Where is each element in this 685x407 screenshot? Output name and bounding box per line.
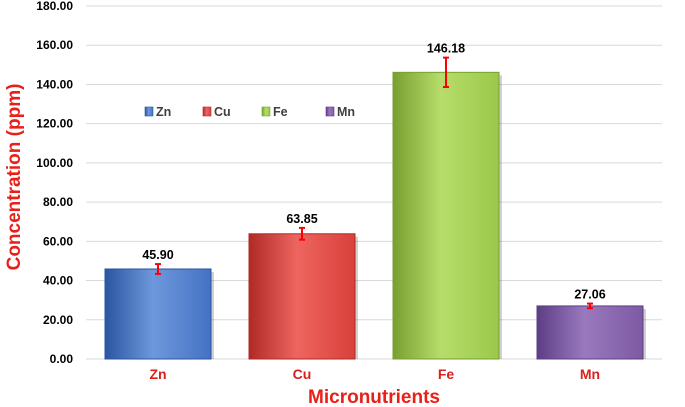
data-label: 146.18 [427,42,465,56]
data-label: 63.85 [286,212,317,226]
bars [104,71,646,360]
bar-zn [104,268,212,360]
data-label: 45.90 [142,248,173,262]
legend-label: Fe [273,105,288,119]
legend-label: Mn [337,105,355,119]
y-tick-label: 20.00 [43,313,73,327]
bar-mn [536,305,644,360]
legend-item-zn: Zn [144,105,171,119]
category-label: Zn [149,366,166,382]
x-axis-title: Micronutrients [308,387,440,407]
y-axis-title: Concentration (ppm) [4,84,25,271]
y-tick-label: 140.00 [36,77,73,91]
y-tick-label: 0.00 [50,352,74,366]
error-bar [299,226,305,241]
error-bar [155,263,161,275]
y-axis-tick-labels: 0.00 20.00 40.00 60.00 80.00 100.00 120.00 140.… [36,0,73,366]
data-labels: 45.90 63.85 146.18 27.06 [142,42,605,302]
y-tick-label: 160.00 [36,38,73,52]
error-bar [587,302,593,310]
y-tick-label: 100.00 [36,156,73,170]
bar-fe [392,71,500,360]
y-tick-label: 80.00 [43,195,73,209]
legend-swatch [261,106,271,117]
legend-swatch [144,106,154,117]
y-tick-label: 180.00 [36,0,73,13]
legend-swatch [202,106,212,117]
legend-item-mn: Mn [325,105,355,119]
legend-swatch [325,106,335,117]
legend-label: Cu [214,105,231,119]
y-tick-label: 40.00 [43,274,73,288]
legend: Zn Cu Fe Mn [144,105,355,119]
category-label: Cu [293,366,312,382]
data-label: 27.06 [574,288,605,302]
y-tick-label: 120.00 [36,117,73,131]
category-label: Mn [580,366,600,382]
legend-label: Zn [156,105,171,119]
legend-item-fe: Fe [261,105,288,119]
error-bars [155,56,593,310]
category-label: Fe [438,366,455,382]
y-tick-label: 60.00 [43,234,73,248]
bar-cu [248,233,356,360]
x-axis-category-labels: Zn Cu Fe Mn [149,366,600,382]
error-bar [443,56,449,89]
legend-item-cu: Cu [202,105,231,119]
